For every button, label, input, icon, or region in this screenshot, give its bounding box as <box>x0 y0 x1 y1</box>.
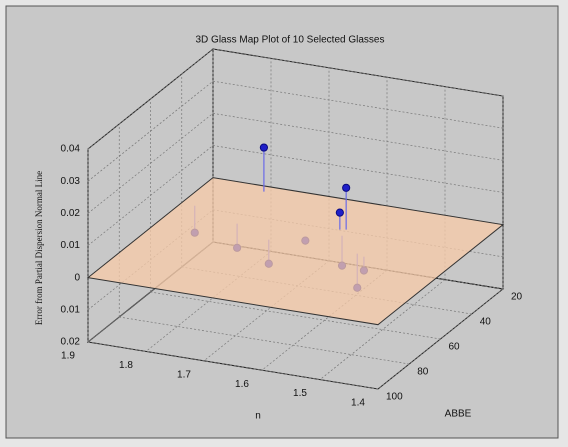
grid-line <box>87 113 214 214</box>
z-tick-label: 0.01 <box>61 240 81 251</box>
y-tick-label: 60 <box>449 342 461 353</box>
grid-line <box>119 316 410 365</box>
y-axis-label: ABBE <box>445 409 472 420</box>
y-tick-label: 80 <box>417 367 429 378</box>
point <box>259 143 269 152</box>
grid-line <box>212 145 504 193</box>
z-tick-label: 0.04 <box>61 144 81 155</box>
x-tick-label: 1.4 <box>351 398 365 409</box>
grid-line <box>87 48 214 150</box>
y-tick-label: 40 <box>480 317 492 328</box>
point <box>335 208 344 217</box>
z-tick-label: 0.01 <box>61 304 81 315</box>
x-tick-label: 1.5 <box>293 388 307 399</box>
z-tick-label: 0.03 <box>61 176 81 187</box>
grid-line <box>145 251 272 352</box>
point <box>342 183 351 192</box>
z-tick-label: 0.02 <box>61 208 81 219</box>
zero-plane <box>86 177 505 326</box>
chart-title: 3D Glass Map Plot of 10 Selected Glasses <box>196 35 385 46</box>
grid-line <box>87 341 379 390</box>
x-tick-label: 1.8 <box>119 360 133 371</box>
grid-line <box>212 112 504 161</box>
z-tick-label: 0 <box>74 272 80 283</box>
z-axis-label: Error from Partial Dispersion Normal Lin… <box>34 171 44 325</box>
grid-line <box>87 145 214 246</box>
x-tick-label: 1.7 <box>177 369 191 380</box>
y-tick-label: 100 <box>386 392 403 403</box>
y-tick-label: 20 <box>511 292 523 303</box>
z-tick-label: 0.02 <box>61 337 81 348</box>
x-tick-label: 1.6 <box>235 379 249 390</box>
x-tick-label: 1.9 <box>61 351 75 362</box>
grid-line <box>150 291 441 340</box>
grid-line <box>212 48 504 97</box>
x-axis-label: n <box>255 411 261 422</box>
grid-line <box>319 279 446 380</box>
grid-line <box>87 80 214 182</box>
grid-line <box>212 80 504 129</box>
